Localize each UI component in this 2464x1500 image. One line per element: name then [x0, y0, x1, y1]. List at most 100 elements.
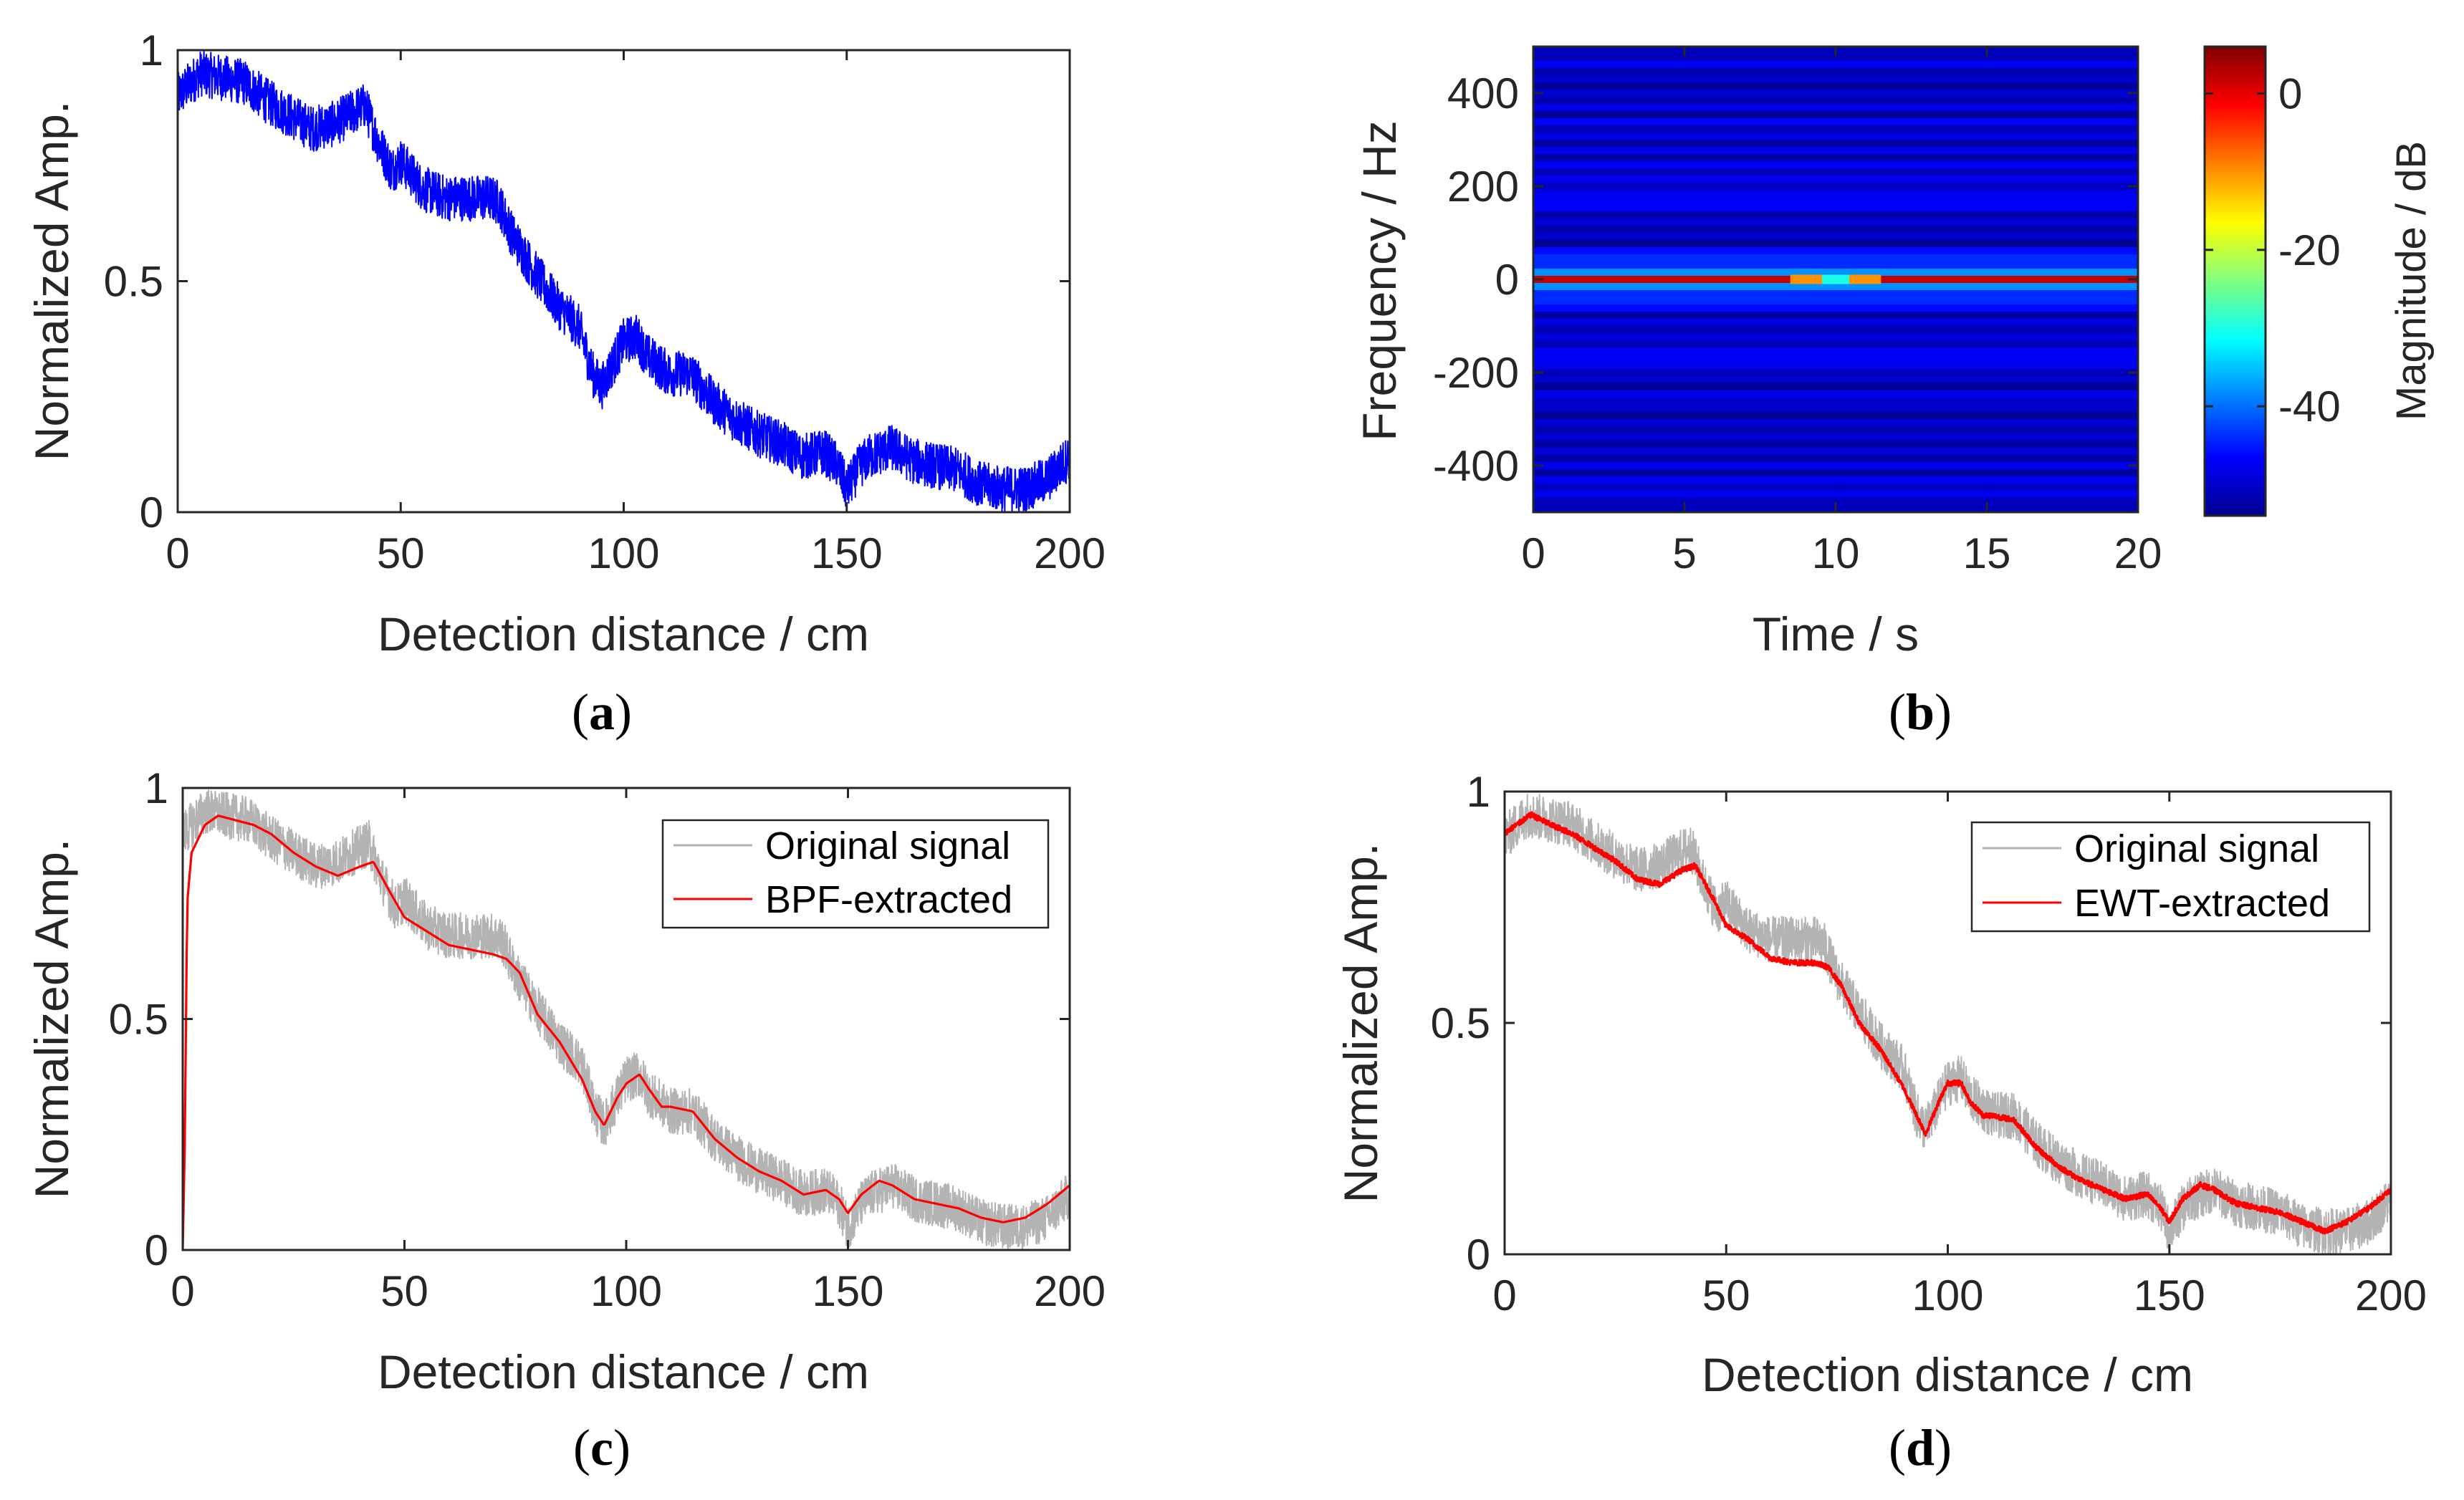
panel-d-series: [1505, 794, 2391, 1254]
panel-a-ytick-label: 0.5: [104, 258, 163, 306]
panel-b-heatmap-row: [1533, 362, 2138, 369]
panel-b-heatmap-row: [1533, 412, 2138, 419]
colorbar-tick-label: -20: [2278, 226, 2341, 274]
panel-d: 0 50 100 150 200 0 0.5 1 Original signal EWT-ex…: [1334, 768, 2427, 1476]
panel-c-xtick-label: 0: [171, 1267, 194, 1315]
panel-b-heatmap-row: [1533, 204, 2138, 211]
panel-b-heatmap-row: [1533, 197, 2138, 204]
panel-b-heatmap-row: [1533, 247, 2138, 254]
panel-c-ytick-label: 0: [145, 1226, 168, 1274]
panel-b-heatmap-row: [1533, 448, 2138, 455]
panel-d-ytick-label: 0: [1467, 1231, 1490, 1279]
panel-b-heatmap-row: [1533, 183, 2138, 190]
panel-b-heatmap-row: [1533, 419, 2138, 426]
panel-b-heatmap-row: [1533, 297, 2138, 304]
panel-b-heatmap-row: [1533, 426, 2138, 433]
panel-b-xtick-label: 10: [1812, 529, 1860, 577]
panel-c-ticks: 0 50 100 150 200 0 0.5 1: [109, 764, 1106, 1315]
colorbar-ticks: 0 -20 -40: [2205, 70, 2341, 431]
panel-b-heatmap-row: [1533, 133, 2138, 140]
colorbar: [2203, 45, 2267, 517]
panel-b-heatmap-row: [1533, 455, 2138, 462]
panel-d-ticks: 0 50 100 150 200 0 0.5 1: [1431, 768, 2427, 1319]
panel-b-heatmap-row: [1533, 433, 2138, 441]
panel-b-heatmap-row: [1533, 82, 2138, 90]
panel-a-ticks: 0 50 100 150 200 0 0.5 1: [104, 27, 1106, 577]
panel-a-xtick-label: 200: [1034, 529, 1106, 577]
panel-a-xtick-label: 50: [377, 529, 425, 577]
panel-b-heatmap-row: [1533, 283, 2138, 290]
panel-b-heatmap-row: [1533, 90, 2138, 97]
panel-d-xlabel: Detection distance / cm: [1702, 1348, 2193, 1401]
panel-b-xtick-label: 0: [1521, 529, 1545, 577]
panel-b-heatmap-row: [1533, 176, 2138, 183]
panel-c-series: [183, 789, 1070, 1250]
panel-d-caption: (d): [1889, 1419, 1952, 1476]
panel-b-heatmap-row: [1533, 261, 2138, 269]
panel-b-heatmap-row: [1533, 104, 2138, 111]
panel-b-heatmap-row: [1533, 147, 2138, 154]
panel-b-heatmap-row: [1533, 97, 2138, 104]
panel-a-caption-letter: a: [589, 683, 615, 741]
panel-b-heatmap-row: [1533, 347, 2138, 355]
panel-b-heatmap-row: [1533, 190, 2138, 197]
panel-b-heatmap-row: [1533, 326, 2138, 333]
panel-c-caption: (c): [573, 1419, 631, 1476]
panel-c-legend-box: [661, 819, 1050, 929]
panel-b-heatmap-row: [1533, 218, 2138, 226]
colorbar-tick-label: 0: [2278, 70, 2302, 118]
colorbar-label: Magnitude / dB: [2388, 141, 2435, 420]
panel-b-ylabel: Frequency / Hz: [1353, 120, 1406, 441]
panel-b-heatmap-row: [1533, 290, 2138, 297]
panel-b-ticks: 0 5 10 15 20 -400 -200 0 200 400: [1433, 47, 2162, 577]
panel-a: 0 50 100 150 200 0 0.5 1 Detection distance / c…: [25, 27, 1106, 741]
panel-b-xtick-label: 20: [2114, 529, 2162, 577]
panel-b-heatmap-row: [1533, 390, 2138, 398]
panel-d-legend-label-extracted: EWT-extracted: [2074, 882, 2330, 925]
panel-b-heatmap-row: [1533, 304, 2138, 312]
panel-b-heatmap-row: [1533, 355, 2138, 362]
panel-b-heatmap-row: [1533, 226, 2138, 233]
panel-d-xtick-label: 100: [1912, 1271, 1983, 1319]
panel-b-heatmap-row: [1533, 469, 2138, 476]
panel-c-ytick-label: 1: [145, 764, 168, 812]
panel-a-xtick-label: 150: [811, 529, 883, 577]
panel-b-heatmap-row: [1533, 233, 2138, 240]
panel-b-heatmap-row: [1533, 462, 2138, 469]
panel-d-xtick-label: 150: [2134, 1271, 2205, 1319]
panel-d-legend: Original signal EWT-extracted: [1970, 821, 2371, 933]
panel-a-series: [178, 50, 1070, 512]
panel-d-xtick-label: 50: [1702, 1271, 1750, 1319]
panel-d-xtick-label: 200: [2355, 1271, 2427, 1319]
panel-a-ylabel: Normalized Amp.: [25, 101, 78, 461]
panel-a-series-signal: [178, 50, 1070, 512]
panel-b-ytick-label: -200: [1433, 349, 1519, 397]
panel-c-xtick-label: 150: [812, 1267, 883, 1315]
panel-d-ytick-label: 0.5: [1431, 999, 1490, 1047]
panel-b-heatmap-row: [1533, 61, 2138, 68]
panel-b-heatmap-row: [1533, 269, 2138, 276]
panel-c-xtick-label: 200: [1034, 1267, 1106, 1315]
panel-b-heatmap-row: [1533, 168, 2138, 176]
panel-b-xlabel: Time / s: [1753, 607, 1919, 660]
panel-b-heatmap-row: [1533, 254, 2138, 261]
panel-b-heatmap-row: [1533, 68, 2138, 75]
panel-b-xtick-label: 15: [1963, 529, 2011, 577]
panel-b-heatmap-row: [1533, 125, 2138, 133]
panel-d-caption-letter: d: [1906, 1419, 1935, 1476]
panel-b-heatmap-row: [1533, 376, 2138, 383]
panel-b-heatmap-row: [1533, 140, 2138, 147]
panel-a-xtick-label: 100: [588, 529, 659, 577]
panel-b-heatmap-row: [1533, 340, 2138, 347]
panel-c-xtick-label: 50: [380, 1267, 428, 1315]
panel-b-heatmap-row: [1533, 118, 2138, 125]
panel-c-legend-label-extracted: BPF-extracted: [765, 878, 1012, 921]
panel-b-heatmap-row: [1533, 154, 2138, 161]
panel-b-heatmap-row: [1533, 383, 2138, 390]
panel-c-xlabel: Detection distance / cm: [378, 1345, 869, 1398]
panel-b-heatmap: [1533, 47, 2138, 512]
panel-d-legend-label-original: Original signal: [2074, 827, 2319, 870]
panel-c: 0 50 100 150 200 0 0.5 1 Original signal BPF-ex…: [25, 764, 1106, 1476]
